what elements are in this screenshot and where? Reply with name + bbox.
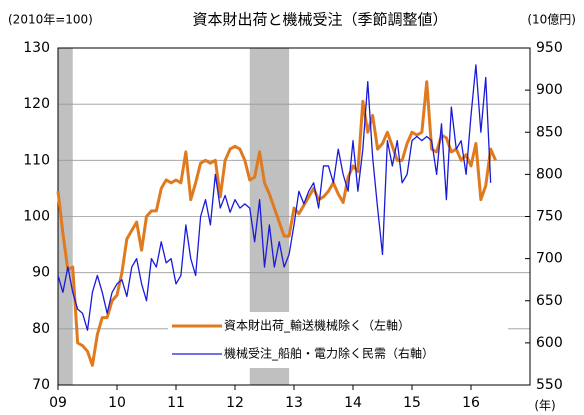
legend: 資本財出荷_輸送機械除く（左軸） 機械受注_船舶・電力除く民需（右軸） [168, 312, 508, 368]
y2-tick-label: 750 [536, 209, 563, 225]
y2-tick-label: 700 [536, 251, 563, 267]
y-tick-label: 90 [32, 265, 50, 281]
x-tick-label: 09 [49, 395, 67, 411]
y2-tick-label: 850 [536, 124, 563, 140]
y-tick-label: 80 [32, 321, 50, 337]
x-tick-label: 16 [462, 395, 480, 411]
series-line [56, 80, 497, 367]
y2-tick-label: 800 [536, 166, 563, 182]
y-tick-label: 120 [23, 96, 50, 112]
legend-label: 機械受注_船舶・電力除く民需（右軸） [224, 346, 434, 361]
legend-box [168, 312, 508, 368]
y2-tick-label: 950 [536, 40, 563, 56]
y-axis-label: (2010年=100) [8, 13, 93, 27]
x-tick-label: 10 [108, 395, 126, 411]
chart-title: 資本財出荷と機械受注（季節調整値） [192, 11, 447, 29]
legend-label: 資本財出荷_輸送機械除く（左軸） [224, 318, 410, 333]
plot-border [57, 47, 531, 386]
x-tick-label: 12 [226, 395, 244, 411]
y-tick-label: 100 [23, 209, 50, 225]
y2-tick-label: 900 [536, 82, 563, 98]
y-tick-label: 110 [23, 152, 50, 168]
y2-tick-label: 650 [536, 293, 563, 309]
x-axis-label: (年) [534, 399, 555, 413]
y2-tick-label: 600 [536, 335, 563, 351]
series-line [57, 64, 492, 331]
y2-tick-label: 550 [536, 377, 563, 393]
x-tick-label: 13 [285, 395, 303, 411]
y-tick-label: 130 [23, 40, 50, 56]
y2-axis-label: (10億円) [527, 13, 576, 27]
y-tick-label: 70 [32, 377, 50, 393]
x-tick-label: 14 [344, 395, 362, 411]
x-tick-label: 15 [403, 395, 421, 411]
x-tick-label: 11 [167, 395, 185, 411]
